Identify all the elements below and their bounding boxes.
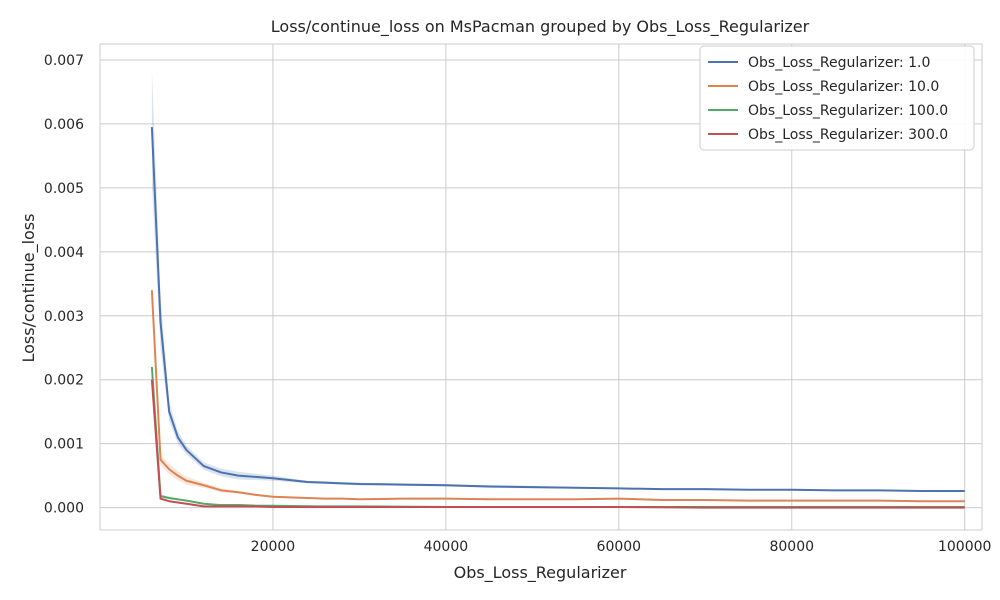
x-axis-label: Obs_Loss_Regularizer xyxy=(454,563,627,583)
y-tick-label: 0.002 xyxy=(44,373,84,389)
x-tick-label: 80000 xyxy=(769,539,814,555)
legend-box xyxy=(699,45,975,151)
x-axis-ticks: 20000 40000 60000 80000 100000 xyxy=(251,539,992,555)
grid-lines xyxy=(100,44,982,530)
y-tick-label: 0.001 xyxy=(44,437,84,453)
legend-label: Obs_Loss_Regularizer: 1.0 xyxy=(748,55,930,71)
legend-label: Obs_Loss_Regularizer: 10.0 xyxy=(748,79,939,95)
y-axis-ticks: 0.000 0.001 0.002 0.003 0.004 0.005 0.006 0.007 xyxy=(44,53,84,517)
y-tick-label: 0.004 xyxy=(44,245,84,261)
plot-area-frame xyxy=(99,43,983,531)
x-tick-label: 60000 xyxy=(597,539,642,555)
y-tick-label: 0.007 xyxy=(44,53,84,69)
chart-title: Loss/continue_loss on MsPacman grouped b… xyxy=(271,17,810,37)
y-tick-label: 0.005 xyxy=(44,181,84,197)
series-line-2 xyxy=(150,290,965,503)
y-tick-label: 0.003 xyxy=(44,309,84,325)
legend: Obs_Loss_Regularizer: 1.0 Obs_Loss_Regula… xyxy=(699,45,975,151)
legend-label: Obs_Loss_Regularizer: 100.0 xyxy=(748,103,948,119)
x-tick-label: 40000 xyxy=(424,539,469,555)
y-tick-label: 0.006 xyxy=(44,117,84,133)
series-line-1 xyxy=(150,127,965,492)
x-tick-label: 20000 xyxy=(251,539,296,555)
series-lines xyxy=(150,127,965,509)
legend-label: Obs_Loss_Regularizer: 300.0 xyxy=(748,127,948,143)
series-line-4 xyxy=(150,379,965,509)
y-axis-label: Loss/continue_loss xyxy=(19,214,39,363)
y-tick-label: 0.000 xyxy=(44,501,84,517)
x-tick-label: 100000 xyxy=(938,539,991,555)
